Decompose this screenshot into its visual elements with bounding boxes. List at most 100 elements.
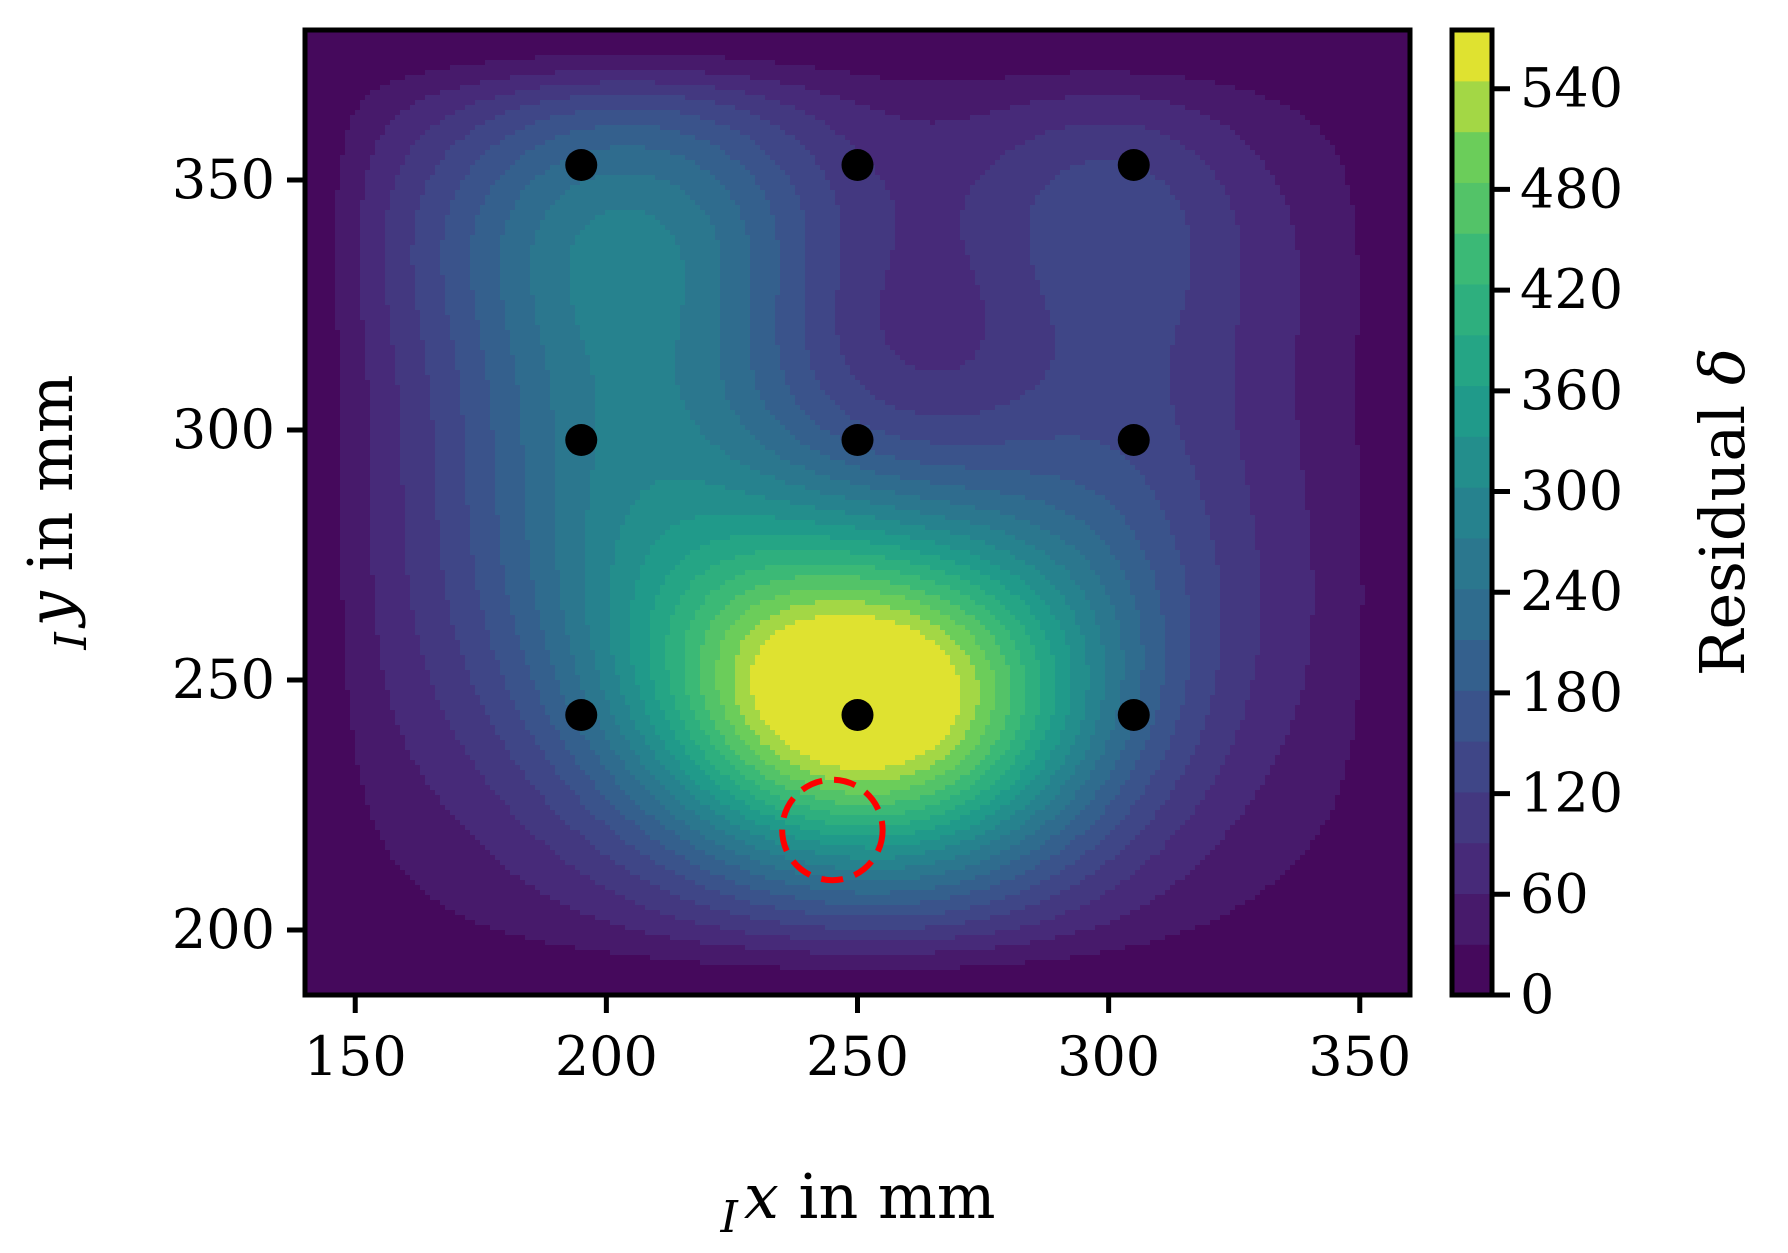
contour-cell xyxy=(605,95,611,101)
contour-cell xyxy=(530,40,536,46)
contour-cell xyxy=(385,75,391,81)
contour-cell xyxy=(400,40,406,46)
contour-cell xyxy=(1370,55,1376,61)
contour-cell xyxy=(1040,90,1046,96)
contour-cell xyxy=(715,75,721,81)
contour-cell xyxy=(425,50,431,56)
contour-cell xyxy=(620,45,626,51)
contour-cell xyxy=(1275,50,1281,56)
contour-cell xyxy=(1065,45,1071,51)
contour-cell xyxy=(1255,85,1261,91)
contour-cell xyxy=(1150,45,1156,51)
contour-cell xyxy=(415,45,421,51)
contour-cell xyxy=(1245,45,1251,51)
contour-cell xyxy=(525,85,531,91)
contour-cell xyxy=(1050,75,1056,81)
contour-cell xyxy=(1130,65,1136,71)
contour-cell xyxy=(615,90,621,96)
contour-cell xyxy=(860,90,866,96)
contour-cell xyxy=(540,40,546,46)
contour-cell xyxy=(860,65,866,71)
contour-cell xyxy=(445,100,451,106)
contour-cell xyxy=(1215,55,1221,61)
contour-cell xyxy=(665,95,671,101)
contour-cell xyxy=(840,50,846,56)
contour-cell xyxy=(1230,50,1236,56)
contour-cell xyxy=(345,40,351,46)
contour-cell xyxy=(595,80,601,86)
contour-cell xyxy=(865,100,871,106)
contour-cell xyxy=(345,100,351,106)
contour-cell xyxy=(1110,35,1116,41)
contour-cell xyxy=(960,70,966,76)
contour-cell xyxy=(1255,55,1261,61)
contour-cell xyxy=(525,55,531,61)
contour-cell xyxy=(1045,70,1051,76)
contour-cell xyxy=(1210,60,1216,66)
contour-cell xyxy=(1150,80,1156,86)
contour-cell xyxy=(1230,55,1236,61)
contour-cell xyxy=(695,65,701,71)
contour-cell xyxy=(1115,60,1121,66)
contour-cell xyxy=(365,65,371,71)
contour-cell xyxy=(820,90,826,96)
contour-cell xyxy=(700,55,706,61)
contour-cell xyxy=(400,55,406,61)
contour-cell xyxy=(1105,95,1111,101)
contour-cell xyxy=(465,80,471,86)
contour-cell xyxy=(685,65,691,71)
contour-cell xyxy=(1325,95,1331,101)
contour-cell xyxy=(1140,75,1146,81)
contour-cell xyxy=(580,75,586,81)
contour-cell xyxy=(1265,35,1271,41)
contour-cell xyxy=(1250,65,1256,71)
contour-cell xyxy=(655,100,661,106)
contour-cell xyxy=(520,95,526,101)
contour-cell xyxy=(1110,80,1116,86)
contour-cell xyxy=(400,100,406,106)
contour-cell xyxy=(775,35,781,41)
contour-cell xyxy=(1180,55,1186,61)
contour-cell xyxy=(930,90,936,96)
contour-cell xyxy=(885,70,891,76)
contour-cell xyxy=(1005,45,1011,51)
contour-cell xyxy=(930,80,936,86)
contour-cell xyxy=(430,65,436,71)
contour-cell xyxy=(1085,35,1091,41)
contour-cell xyxy=(1030,50,1036,56)
contour-cell xyxy=(395,65,401,71)
contour-cell xyxy=(1130,35,1136,41)
contour-cell xyxy=(1365,95,1371,101)
contour-cell xyxy=(490,60,496,66)
contour-cell xyxy=(450,35,456,41)
contour-cell xyxy=(1015,80,1021,86)
contour-cell xyxy=(760,80,766,86)
contour-cell xyxy=(1220,80,1226,86)
contour-cell xyxy=(1185,95,1191,101)
contour-cell xyxy=(1100,75,1106,81)
contour-cell xyxy=(1370,40,1376,46)
contour-cell xyxy=(1235,70,1241,76)
contour-cell xyxy=(1300,60,1306,66)
contour-cell xyxy=(1240,95,1246,101)
contour-cell xyxy=(1235,50,1241,56)
contour-cell xyxy=(1270,75,1276,81)
contour-cell xyxy=(1290,80,1296,86)
contour-cell xyxy=(1170,85,1176,91)
contour-cell xyxy=(1290,35,1296,41)
contour-cell xyxy=(665,35,671,41)
contour-cell xyxy=(825,45,831,51)
contour-cell xyxy=(670,55,676,61)
contour-cell xyxy=(780,50,786,56)
contour-cell xyxy=(320,65,326,71)
contour-cell xyxy=(1105,40,1111,46)
contour-cell xyxy=(755,85,761,91)
contour-cell xyxy=(1050,100,1056,106)
contour-cell xyxy=(725,40,731,46)
contour-cell xyxy=(950,45,956,51)
contour-cell xyxy=(750,75,756,81)
contour-cell xyxy=(1225,35,1231,41)
contour-cell xyxy=(465,55,471,61)
contour-cell xyxy=(385,70,391,76)
contour-cell xyxy=(1000,80,1006,86)
